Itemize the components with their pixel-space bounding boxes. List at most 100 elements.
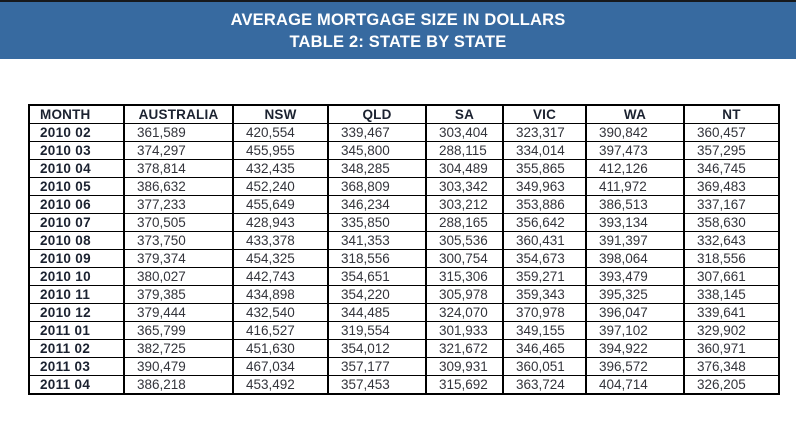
- column-header-vic: VIC: [502, 104, 587, 124]
- table-cell: 318,556: [327, 249, 427, 268]
- table-cell: 395,325: [585, 285, 685, 304]
- table-cell: 379,374: [123, 249, 234, 268]
- table-cell: 301,933: [425, 321, 504, 340]
- table-cell: 359,271: [502, 267, 587, 286]
- table-cell: 391,397: [585, 231, 685, 250]
- table-cell: 390,842: [585, 123, 685, 142]
- table-cell: 411,972: [585, 177, 685, 196]
- table-cell: 370,505: [123, 213, 234, 232]
- table-cell: 329,902: [683, 321, 780, 340]
- table-cell: 412,126: [585, 159, 685, 178]
- table-row: 2010 09 379,374 454,325 318,556 300,754 354,6…: [28, 249, 780, 268]
- column-header-sa: SA: [425, 104, 504, 124]
- row-header-cell: 2010 08: [28, 231, 125, 250]
- table-cell: 373,750: [123, 231, 234, 250]
- table-cell: 349,963: [502, 177, 587, 196]
- table-cell: 393,479: [585, 267, 685, 286]
- column-header-wa: WA: [585, 104, 685, 124]
- table-cell: 358,630: [683, 213, 780, 232]
- table-row: 2010 05 386,632 452,240 368,809 303,342 349,9…: [28, 177, 780, 196]
- table-cell: 346,234: [327, 195, 427, 214]
- row-header-cell: 2011 01: [28, 321, 125, 340]
- table-cell: 339,467: [327, 123, 427, 142]
- table-cell: 432,435: [232, 159, 329, 178]
- table-cell: 345,800: [327, 141, 427, 160]
- row-header-cell: 2011 03: [28, 357, 125, 376]
- table-cell: 354,673: [502, 249, 587, 268]
- table-cell: 420,554: [232, 123, 329, 142]
- table-row: 2010 08 373,750 433,378 341,353 305,536 360,4…: [28, 231, 780, 250]
- table-cell: 357,453: [327, 375, 427, 395]
- table-row: 2010 11 379,385 434,898 354,220 305,978 359,3…: [28, 285, 780, 304]
- table-cell: 374,297: [123, 141, 234, 160]
- table-cell: 346,465: [502, 339, 587, 358]
- table-cell: 379,385: [123, 285, 234, 304]
- mortgage-size-table: MONTH AUSTRALIA NSW QLD SA VIC WA NT 2010 02 361…: [28, 104, 780, 395]
- top-edge-line: [0, 0, 796, 2]
- table-cell: 360,051: [502, 357, 587, 376]
- row-header-cell: 2010 02: [28, 123, 125, 142]
- table-cell: 380,027: [123, 267, 234, 286]
- table-header-row: MONTH AUSTRALIA NSW QLD SA VIC WA NT: [28, 104, 780, 124]
- table-cell: 341,353: [327, 231, 427, 250]
- table-cell: 303,342: [425, 177, 504, 196]
- table-cell: 354,220: [327, 285, 427, 304]
- table-cell: 357,295: [683, 141, 780, 160]
- table-cell: 305,536: [425, 231, 504, 250]
- row-header-cell: 2010 09: [28, 249, 125, 268]
- table-cell: 354,651: [327, 267, 427, 286]
- table-cell: 452,240: [232, 177, 329, 196]
- table-cell: 323,317: [502, 123, 587, 142]
- table-cell: 319,554: [327, 321, 427, 340]
- column-header-nt: NT: [683, 104, 780, 124]
- table-cell: 348,285: [327, 159, 427, 178]
- column-header-nsw: NSW: [232, 104, 329, 124]
- table-cell: 321,672: [425, 339, 504, 358]
- table-body: 2010 02 361,589 420,554 339,467 303,404 323,3…: [28, 123, 780, 395]
- row-header-cell: 2010 07: [28, 213, 125, 232]
- table-cell: 396,572: [585, 357, 685, 376]
- table-cell: 288,115: [425, 141, 504, 160]
- table-cell: 386,218: [123, 375, 234, 395]
- table-cell: 455,955: [232, 141, 329, 160]
- table-cell: 356,642: [502, 213, 587, 232]
- table-cell: 344,485: [327, 303, 427, 322]
- title-banner: AVERAGE MORTGAGE SIZE IN DOLLARS TABLE 2…: [0, 2, 796, 59]
- table-cell: 334,014: [502, 141, 587, 160]
- table-cell: 396,047: [585, 303, 685, 322]
- table-cell: 326,205: [683, 375, 780, 395]
- table-cell: 309,931: [425, 357, 504, 376]
- table-cell: 339,641: [683, 303, 780, 322]
- table-cell: 393,134: [585, 213, 685, 232]
- table-cell: 365,799: [123, 321, 234, 340]
- row-header-cell: 2010 03: [28, 141, 125, 160]
- table-cell: 397,102: [585, 321, 685, 340]
- table-cell: 378,814: [123, 159, 234, 178]
- table-cell: 442,743: [232, 267, 329, 286]
- table-cell: 451,630: [232, 339, 329, 358]
- table-cell: 324,070: [425, 303, 504, 322]
- table-row: 2010 07 370,505 428,943 335,850 288,165 356,6…: [28, 213, 780, 232]
- table-cell: 370,978: [502, 303, 587, 322]
- table-cell: 397,473: [585, 141, 685, 160]
- table-cell: 368,809: [327, 177, 427, 196]
- table-cell: 433,378: [232, 231, 329, 250]
- table-cell: 432,540: [232, 303, 329, 322]
- page-subtitle: TABLE 2: STATE BY STATE: [289, 32, 507, 51]
- table-cell: 453,492: [232, 375, 329, 395]
- row-header-cell: 2011 04: [28, 375, 125, 395]
- table-cell: 467,034: [232, 357, 329, 376]
- row-header-cell: 2011 02: [28, 339, 125, 358]
- table-cell: 318,556: [683, 249, 780, 268]
- row-header-cell: 2010 06: [28, 195, 125, 214]
- table-cell: 386,513: [585, 195, 685, 214]
- table-cell: 315,692: [425, 375, 504, 395]
- table-cell: 404,714: [585, 375, 685, 395]
- table-cell: 335,850: [327, 213, 427, 232]
- table-cell: 303,404: [425, 123, 504, 142]
- table-row: 2010 12 379,444 432,540 344,485 324,070 370,9…: [28, 303, 780, 322]
- table-cell: 386,632: [123, 177, 234, 196]
- table-cell: 360,457: [683, 123, 780, 142]
- table-cell: 382,725: [123, 339, 234, 358]
